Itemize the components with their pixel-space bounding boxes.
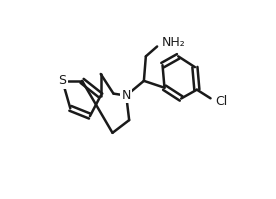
Text: N: N [121,89,131,102]
Text: NH₂: NH₂ [161,36,185,49]
Text: Cl: Cl [216,95,228,108]
Text: S: S [59,74,67,87]
